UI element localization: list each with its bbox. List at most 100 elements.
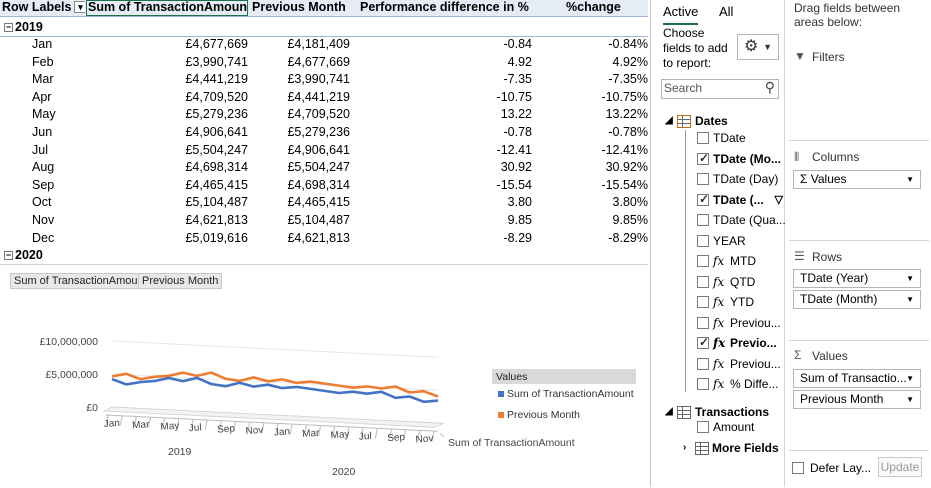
previous-value[interactable]: £4,441,219 bbox=[287, 89, 350, 104]
expand-arrow-icon[interactable]: › bbox=[683, 442, 687, 453]
table-dates[interactable]: ◢ Dates bbox=[665, 114, 728, 128]
tab-active[interactable]: Active bbox=[663, 3, 699, 25]
change-value[interactable]: 4.92% bbox=[612, 54, 648, 69]
field-item[interactable]: TDate (Mo... bbox=[697, 150, 785, 168]
table-transactions[interactable]: ◢ Transactions bbox=[665, 405, 770, 419]
previous-value[interactable]: £4,465,415 bbox=[287, 195, 350, 210]
change-value[interactable]: -8.29% bbox=[608, 230, 648, 245]
chevron-down-icon[interactable]: ▼ bbox=[906, 295, 914, 304]
change-value[interactable]: 9.85% bbox=[612, 213, 648, 227]
field-checkbox[interactable] bbox=[697, 214, 709, 226]
update-button[interactable]: Update bbox=[878, 457, 922, 477]
field-item[interactable]: TDate bbox=[697, 129, 785, 147]
field-checkbox[interactable] bbox=[697, 316, 709, 329]
table-row[interactable]: Mar £4,441,219 £3,990,741 -7.35 -7.35% bbox=[0, 70, 648, 88]
performance-value[interactable]: -0.78 bbox=[503, 125, 533, 139]
checkbox[interactable] bbox=[792, 462, 804, 474]
month-label[interactable]: Apr bbox=[32, 89, 52, 104]
header-performance-difference[interactable]: Performance difference in % bbox=[360, 0, 529, 14]
table-row[interactable]: May £5,279,236 £4,709,520 13.22 13.22% bbox=[0, 105, 648, 123]
collapse-tree-icon[interactable]: ◢ bbox=[665, 406, 673, 417]
field-item[interactable]: fx Previou... bbox=[697, 314, 785, 332]
table-row[interactable]: Nov £4,621,813 £5,104,487 9.85 9.85% bbox=[0, 211, 648, 229]
field-checkbox[interactable] bbox=[697, 255, 709, 267]
previous-value[interactable]: £4,181,409 bbox=[287, 37, 350, 51]
table-row[interactable]: Aug £4,698,314 £5,504,247 30.92 30.92% bbox=[0, 158, 648, 176]
field-item[interactable]: fx Previo... bbox=[697, 334, 785, 352]
table-row[interactable]: Jun £4,906,641 £5,279,236 -0.78 -0.78% bbox=[0, 123, 648, 141]
change-value[interactable]: -15.54% bbox=[601, 177, 648, 192]
previous-value[interactable]: £4,621,813 bbox=[287, 230, 350, 245]
field-item[interactable]: fx QTD bbox=[697, 273, 785, 291]
field-item[interactable]: TDate (... ▽ bbox=[697, 191, 785, 209]
filter-dropdown-icon[interactable]: ▾ bbox=[74, 1, 85, 13]
year-row-2019[interactable]: −2019 bbox=[0, 17, 648, 37]
sum-value[interactable]: £3,990,741 bbox=[185, 54, 248, 69]
collapse-icon[interactable]: − bbox=[4, 250, 13, 260]
performance-value[interactable]: 4.92 bbox=[507, 54, 532, 69]
field-checkbox[interactable] bbox=[697, 296, 709, 308]
change-value[interactable]: 30.92% bbox=[605, 160, 648, 175]
filter-icon[interactable]: ▽ bbox=[774, 193, 783, 206]
change-value[interactable]: -0.84% bbox=[608, 37, 648, 51]
performance-value[interactable]: -0.84 bbox=[503, 37, 533, 51]
performance-value[interactable]: -7.35 bbox=[503, 72, 533, 87]
table-row[interactable]: Jul £5,504,247 £4,906,641 -12.41 -12.41% bbox=[0, 141, 648, 159]
change-value[interactable]: 13.22% bbox=[605, 107, 648, 122]
field-item[interactable]: fx YTD bbox=[697, 293, 785, 311]
field-checkbox[interactable] bbox=[697, 421, 709, 433]
defer-layout-checkbox[interactable]: Defer Lay... bbox=[792, 459, 872, 477]
change-value[interactable]: 3.80% bbox=[612, 195, 648, 210]
table-row[interactable]: Jan £4,677,669 £4,181,409 -0.84 -0.84% bbox=[0, 35, 648, 53]
sum-value[interactable]: £5,279,236 bbox=[185, 107, 248, 122]
chevron-down-icon[interactable]: ▼ bbox=[906, 175, 914, 184]
pivot-chart[interactable]: Sum of TransactionAmount Previous Month … bbox=[0, 264, 648, 487]
sum-value[interactable]: £5,019,616 bbox=[185, 230, 248, 245]
header-percent-change[interactable]: %change bbox=[566, 0, 621, 14]
values-item-sum[interactable]: Sum of Transactio... ▼ bbox=[793, 369, 921, 388]
table-row[interactable]: Oct £5,104,487 £4,465,415 3.80 3.80% bbox=[0, 193, 648, 211]
change-value[interactable]: -10.75% bbox=[601, 89, 648, 104]
table-row[interactable]: Feb £3,990,741 £4,677,669 4.92 4.92% bbox=[0, 53, 648, 71]
rows-item-year[interactable]: TDate (Year) ▼ bbox=[793, 269, 921, 288]
tools-gear-button[interactable]: ⚙ ▼ bbox=[737, 34, 779, 60]
header-previous-month[interactable]: Previous Month bbox=[252, 0, 346, 14]
chevron-down-icon[interactable]: ▼ bbox=[906, 374, 914, 383]
sum-value[interactable]: £4,698,314 bbox=[185, 160, 248, 175]
previous-value[interactable]: £5,504,247 bbox=[287, 160, 350, 175]
sum-value[interactable]: £4,677,669 bbox=[185, 37, 248, 51]
field-item[interactable]: fx MTD bbox=[697, 252, 785, 270]
field-item[interactable]: YEAR bbox=[697, 232, 785, 250]
header-sum-transaction[interactable]: Sum of TransactionAmount bbox=[86, 0, 248, 16]
sum-value[interactable]: £4,441,219 bbox=[185, 72, 248, 87]
more-fields[interactable]: › More Fields bbox=[683, 441, 779, 455]
chevron-down-icon[interactable]: ▼ bbox=[906, 274, 914, 283]
collapse-tree-icon[interactable]: ◢ bbox=[665, 115, 673, 126]
sum-value[interactable]: £4,621,813 bbox=[185, 213, 248, 227]
month-label[interactable]: Feb bbox=[32, 54, 54, 69]
performance-value[interactable]: 30.92 bbox=[500, 160, 532, 175]
month-label[interactable]: Jun bbox=[32, 125, 53, 139]
chart-field-button-previous[interactable]: Previous Month bbox=[138, 273, 223, 289]
field-checkbox[interactable] bbox=[697, 132, 709, 144]
month-label[interactable]: Aug bbox=[32, 160, 55, 175]
performance-value[interactable]: 9.85 bbox=[507, 213, 532, 227]
values-item-previous[interactable]: Previous Month ▼ bbox=[793, 390, 921, 409]
chart-field-button-sum[interactable]: Sum of TransactionAmount bbox=[10, 273, 151, 289]
change-value[interactable]: -12.41% bbox=[601, 142, 648, 157]
month-label[interactable]: Nov bbox=[32, 213, 55, 227]
performance-value[interactable]: -8.29 bbox=[503, 230, 533, 245]
field-amount[interactable]: Amount bbox=[697, 418, 785, 436]
previous-value[interactable]: £5,279,236 bbox=[287, 125, 350, 139]
field-item[interactable]: fx Previou... bbox=[697, 355, 785, 373]
table-row[interactable]: Sep £4,465,415 £4,698,314 -15.54 -15.54% bbox=[0, 176, 648, 194]
field-checkbox[interactable] bbox=[697, 378, 709, 390]
previous-value[interactable]: £4,677,669 bbox=[287, 54, 350, 69]
sum-value[interactable]: £4,465,415 bbox=[185, 177, 248, 192]
table-row[interactable]: Apr £4,709,520 £4,441,219 -10.75 -10.75% bbox=[0, 88, 648, 106]
header-row-labels[interactable]: Row Labels ▾ bbox=[0, 0, 85, 16]
performance-value[interactable]: 3.80 bbox=[507, 195, 532, 210]
field-checkbox[interactable] bbox=[697, 334, 709, 351]
collapse-icon[interactable]: − bbox=[4, 22, 13, 32]
field-checkbox[interactable] bbox=[697, 173, 709, 185]
